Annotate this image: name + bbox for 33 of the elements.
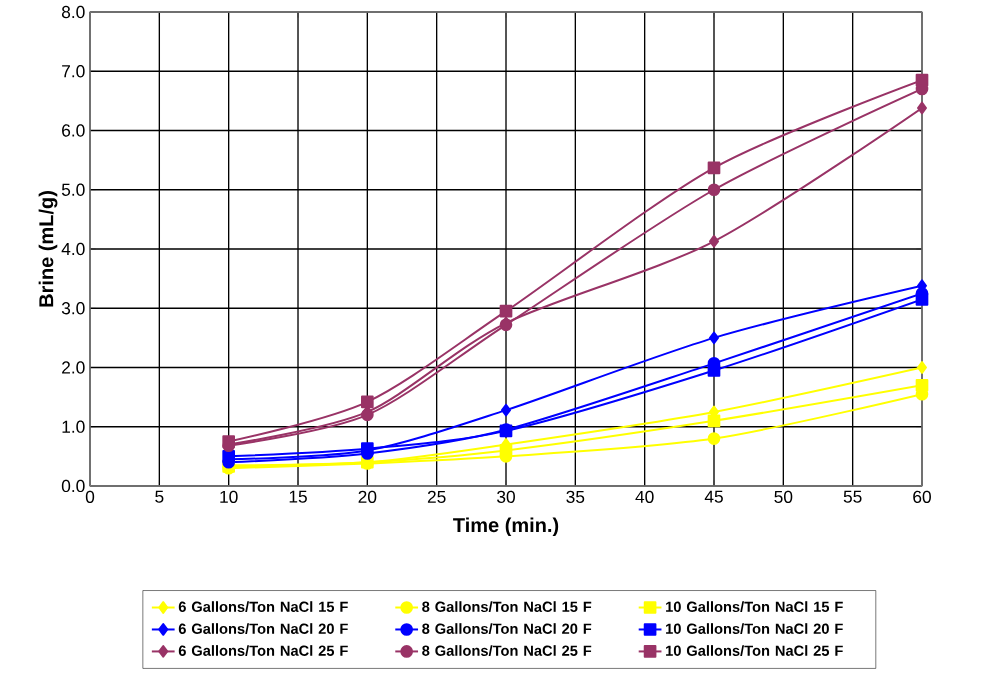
y-tick-label: 1.0 [62,420,85,433]
legend-label: 10 Gallons/Ton NaCl 15 F [666,601,843,613]
x-tick-label: 50 [774,490,793,503]
x-tick-label: 20 [358,490,377,503]
y-tick-label: 4.0 [61,242,85,256]
legend-label: 8 Gallons/Ton NaCl 15 F [422,601,592,613]
y-tick-label: 0.0 [61,479,85,493]
legend-label: 6 Gallons/Ton NaCl 25 F [178,645,348,657]
x-tick-label: 30 [497,490,515,503]
x-tick-label: 40 [635,490,654,503]
x-axis-title: Time (min.) [453,517,559,537]
legend-label: 8 Gallons/Ton NaCl 25 F [422,645,592,657]
x-tick-label: 45 [704,490,723,503]
legend-label: 6 Gallons/Ton NaCl 20 F [178,623,348,635]
legend-label: 10 Gallons/Ton NaCl 20 F [666,623,843,635]
legend-label: 8 Gallons/Ton NaCl 20 F [422,623,592,635]
y-axis-title: Brine (mL/g) [38,191,58,307]
x-tick-label: 55 [843,490,862,503]
y-tick-label: 3.0 [61,302,85,315]
y-tick-label: 7.0 [62,65,85,78]
x-tick-label: 15 [289,490,307,503]
legend-label: 10 Gallons/Ton NaCl 25 F [666,645,843,657]
y-tick-label: 8.0 [61,5,85,19]
x-tick-label: 35 [566,490,585,503]
x-tick-label: 0 [85,490,95,503]
y-tick-label: 5.0 [61,183,85,196]
x-tick-label: 60 [913,490,931,503]
y-tick-label: 2.0 [62,361,85,374]
x-tick-label: 10 [220,490,238,503]
y-tick-label: 6.0 [62,124,85,137]
legend-label: 6 Gallons/Ton NaCl 15 F [178,601,348,613]
x-tick-label: 25 [427,490,446,503]
x-tick-label: 5 [155,490,164,503]
